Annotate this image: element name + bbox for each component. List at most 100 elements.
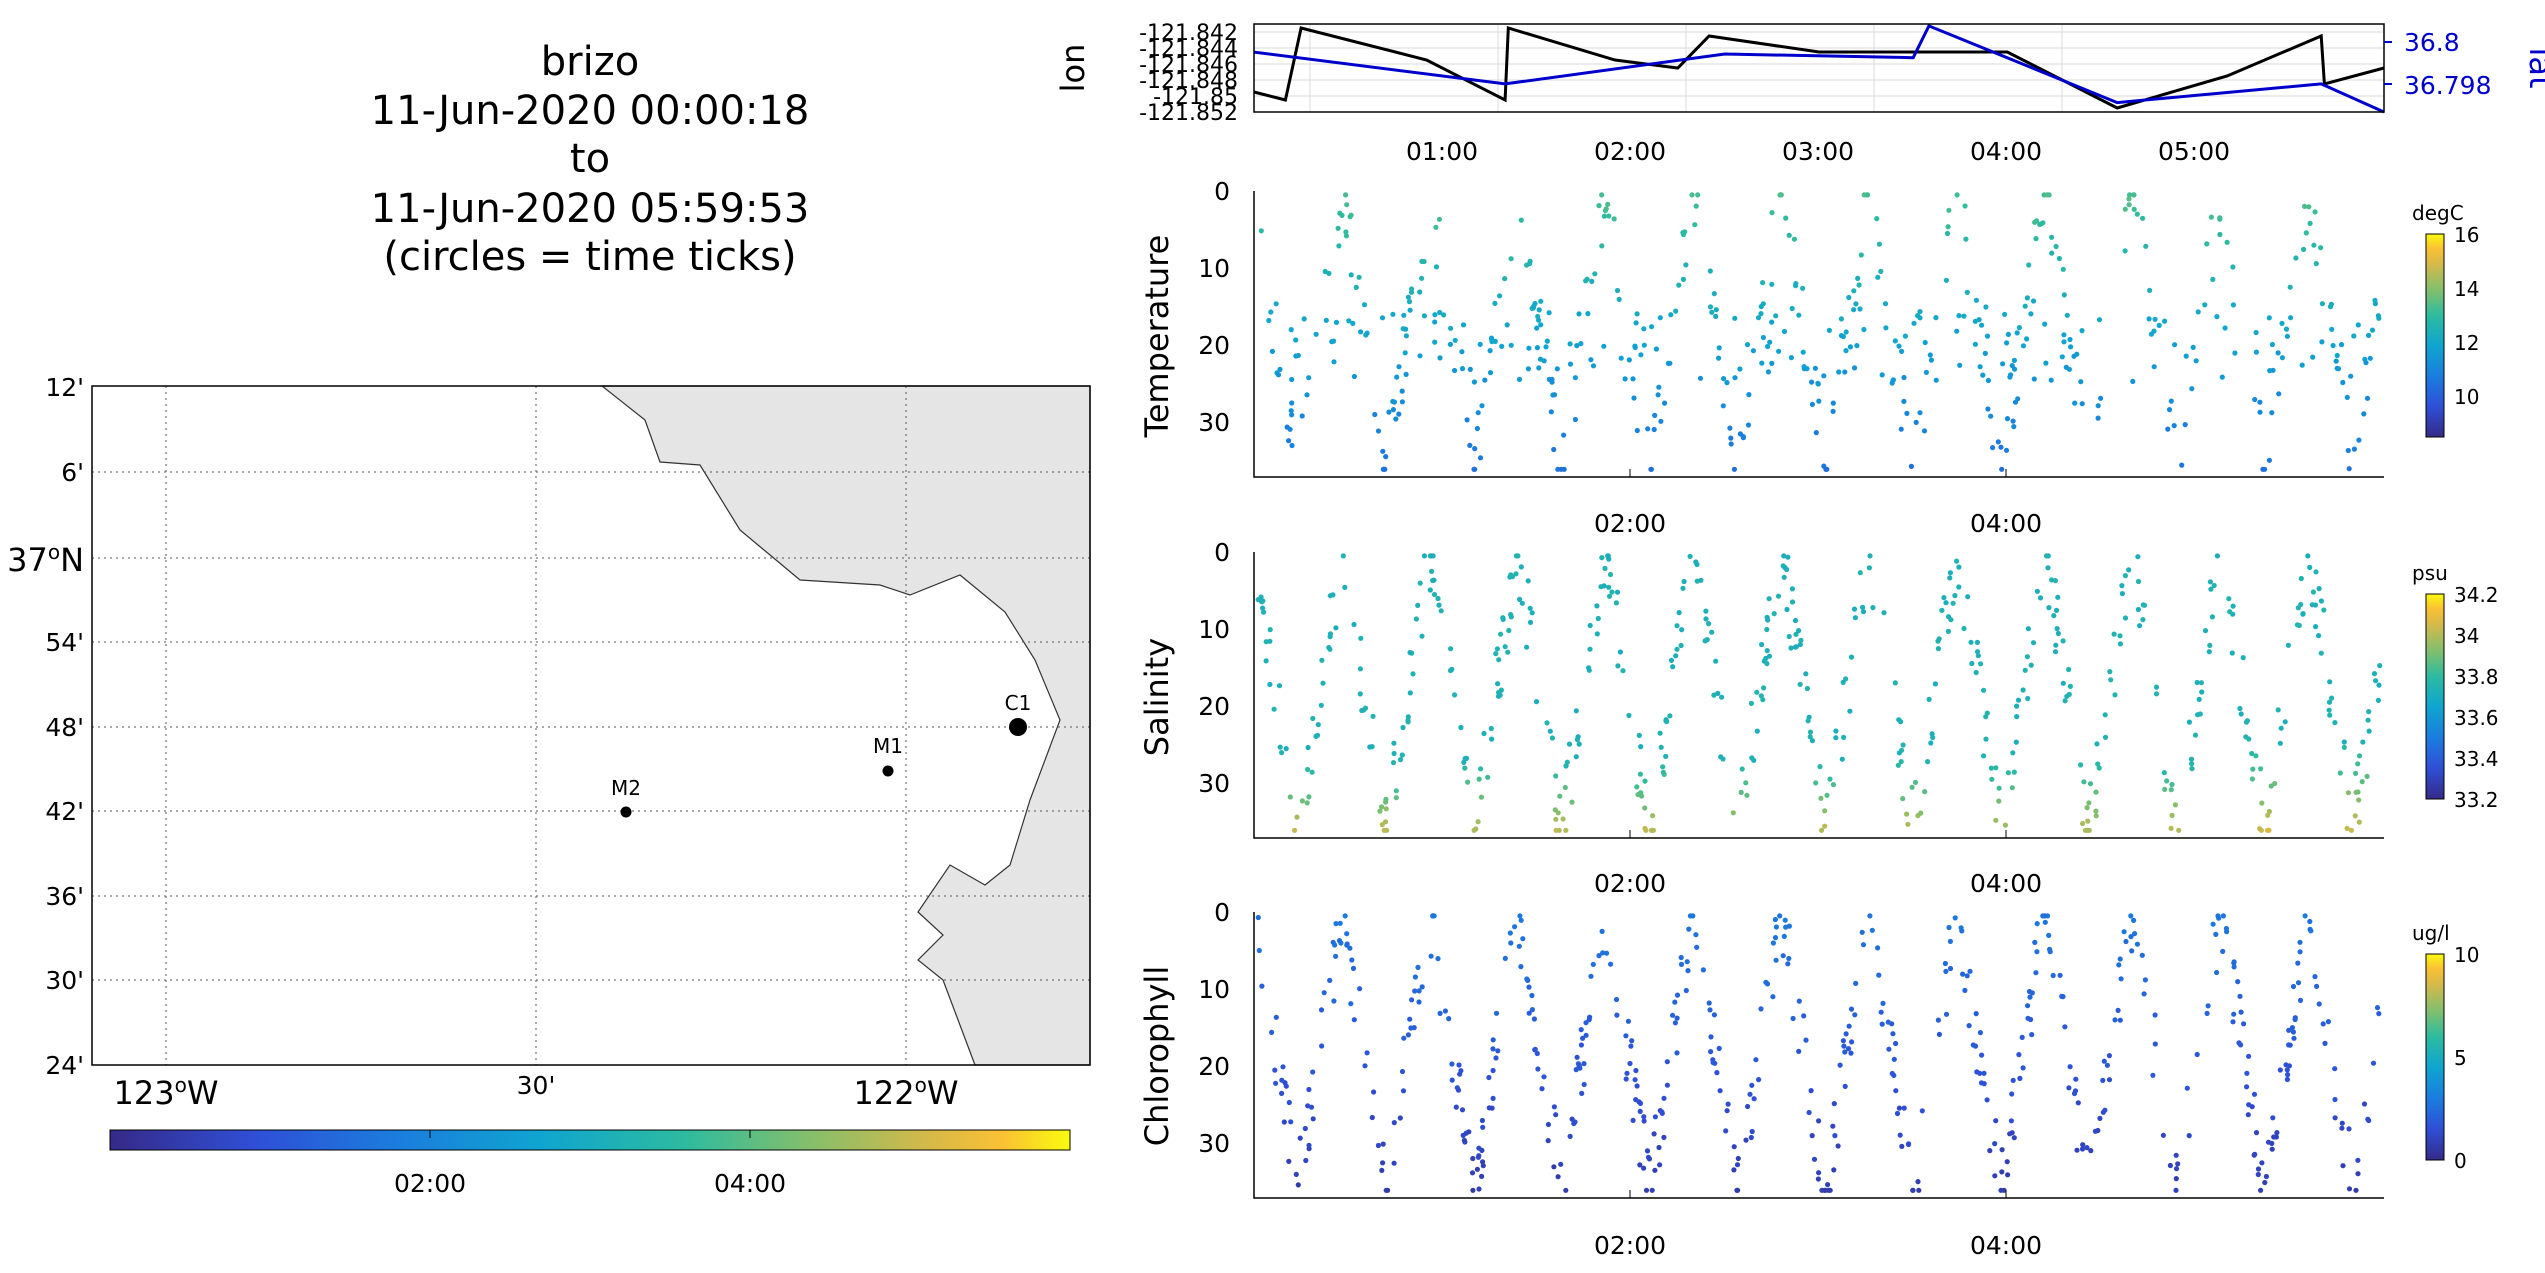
- scatter-point: [2020, 687, 2026, 693]
- scatter-point: [2373, 678, 2379, 684]
- scatter-point: [2285, 1072, 2291, 1078]
- scatter-point: [1588, 973, 1594, 979]
- scatter-point: [1760, 334, 1766, 341]
- scatter-point: [1335, 225, 1341, 231]
- scatter-point: [1613, 996, 1620, 1003]
- scatter-point: [2208, 586, 2214, 592]
- x-tick-label: 01:00: [1406, 137, 1478, 166]
- scatter-point: [1634, 427, 1640, 434]
- scatter-point: [1448, 325, 1454, 331]
- scatter-point: [1327, 593, 1333, 599]
- scatter-point: [1275, 372, 1282, 378]
- scatter-point: [1764, 981, 1771, 987]
- scatter-point: [1333, 953, 1339, 959]
- scatter-point: [1807, 729, 1814, 735]
- chlorophyll-colorbar: [2425, 953, 2445, 1161]
- scatter-point: [1362, 705, 1369, 711]
- scatter-point: [1852, 365, 1858, 371]
- scatter-point: [2117, 633, 2123, 639]
- scatter-point: [1409, 997, 1415, 1003]
- scatter-point: [1761, 685, 1767, 691]
- scatter-point: [1337, 210, 1343, 216]
- scatter-point: [1985, 406, 1991, 412]
- scatter-point: [1876, 972, 1882, 978]
- scatter-point: [1743, 1137, 1749, 1143]
- scatter-point: [2356, 819, 2362, 825]
- scatter-point: [1462, 756, 1468, 762]
- scatter-point: [1753, 1057, 1759, 1063]
- scatter-point: [2022, 667, 2028, 673]
- scatter-point: [1977, 1030, 1983, 1036]
- station-label: M2: [611, 776, 641, 800]
- scatter-point: [1464, 417, 1470, 423]
- scatter-point: [1315, 722, 1321, 728]
- scatter-point: [1553, 816, 1559, 822]
- scatter-point: [2214, 314, 2220, 320]
- scatter-point: [2240, 655, 2246, 661]
- scatter-point: [1471, 827, 1477, 833]
- x-tick-label: 05:00: [2158, 137, 2230, 166]
- scatter-point: [1680, 276, 1686, 282]
- scatter-point: [1827, 776, 1833, 782]
- scatter-point: [1881, 610, 1887, 616]
- scatter-point: [1758, 1006, 1764, 1012]
- scatter-point: [1421, 553, 1427, 559]
- scatter-point: [1864, 192, 1870, 198]
- scatter-point: [1432, 319, 1438, 325]
- scatter-point: [2008, 1118, 2014, 1124]
- scatter-point: [2051, 613, 2057, 619]
- scatter-point: [2043, 553, 2050, 559]
- scatter-point: [1716, 345, 1722, 351]
- colorbar-tick: 0: [2454, 1149, 2467, 1173]
- scatter-point: [1289, 376, 1295, 383]
- scatter-point: [1526, 984, 1532, 990]
- scatter-point: [1588, 357, 1594, 363]
- scatter-point: [1811, 1156, 1818, 1162]
- scatter-point: [2372, 297, 2378, 303]
- scatter-point: [2269, 341, 2275, 348]
- scatter-point: [1767, 339, 1773, 345]
- scatter-point: [1853, 980, 1859, 987]
- scatter-point: [1567, 341, 1573, 347]
- scatter-point: [1566, 741, 1573, 747]
- scatter-point: [1769, 319, 1775, 325]
- scatter-point: [1605, 553, 1611, 559]
- scatter-point: [1737, 366, 1743, 372]
- scatter-point: [1304, 392, 1310, 398]
- scatter-point: [1562, 784, 1568, 791]
- scatter-point: [1708, 1034, 1714, 1040]
- scatter-point: [1618, 355, 1624, 361]
- scatter-point: [1461, 1137, 1467, 1143]
- scatter-point: [1273, 1080, 1279, 1086]
- scatter-point: [1724, 380, 1730, 386]
- scatter-point: [2230, 302, 2236, 308]
- scatter-point: [1781, 328, 1788, 335]
- scatter-point: [2246, 736, 2252, 742]
- map-stations: M2 M1 C1: [611, 691, 1031, 818]
- title-line: (circles = time ticks): [383, 234, 796, 280]
- scatter-point: [1494, 646, 1500, 652]
- scatter-point: [2251, 1091, 2258, 1097]
- lat-tick-label: 6': [61, 458, 84, 487]
- scatter-point: [1497, 293, 1503, 299]
- scatter-point: [2078, 379, 2084, 385]
- scatter-point: [1596, 953, 1602, 959]
- scatter-point: [2086, 800, 2092, 806]
- scatter-point: [1532, 1047, 1538, 1053]
- scatter-point: [2164, 778, 2170, 784]
- scatter-point: [2310, 354, 2316, 360]
- scatter-point: [2284, 1076, 2290, 1083]
- scatter-point: [2073, 1076, 2079, 1082]
- scatter-point: [1590, 961, 1596, 968]
- scatter-point: [1974, 639, 1980, 646]
- scatter-point: [2211, 582, 2217, 589]
- scatter-point: [1358, 635, 1364, 641]
- scatter-point: [1713, 658, 1719, 664]
- scatter-point: [1681, 578, 1687, 585]
- scatter-point: [2011, 769, 2017, 775]
- scatter-point: [1272, 1067, 1278, 1073]
- scatter-point: [2004, 1159, 2010, 1165]
- scatter-point: [2014, 714, 2020, 720]
- scatter-point: [1981, 1070, 1987, 1076]
- scatter-point: [1579, 1090, 1585, 1096]
